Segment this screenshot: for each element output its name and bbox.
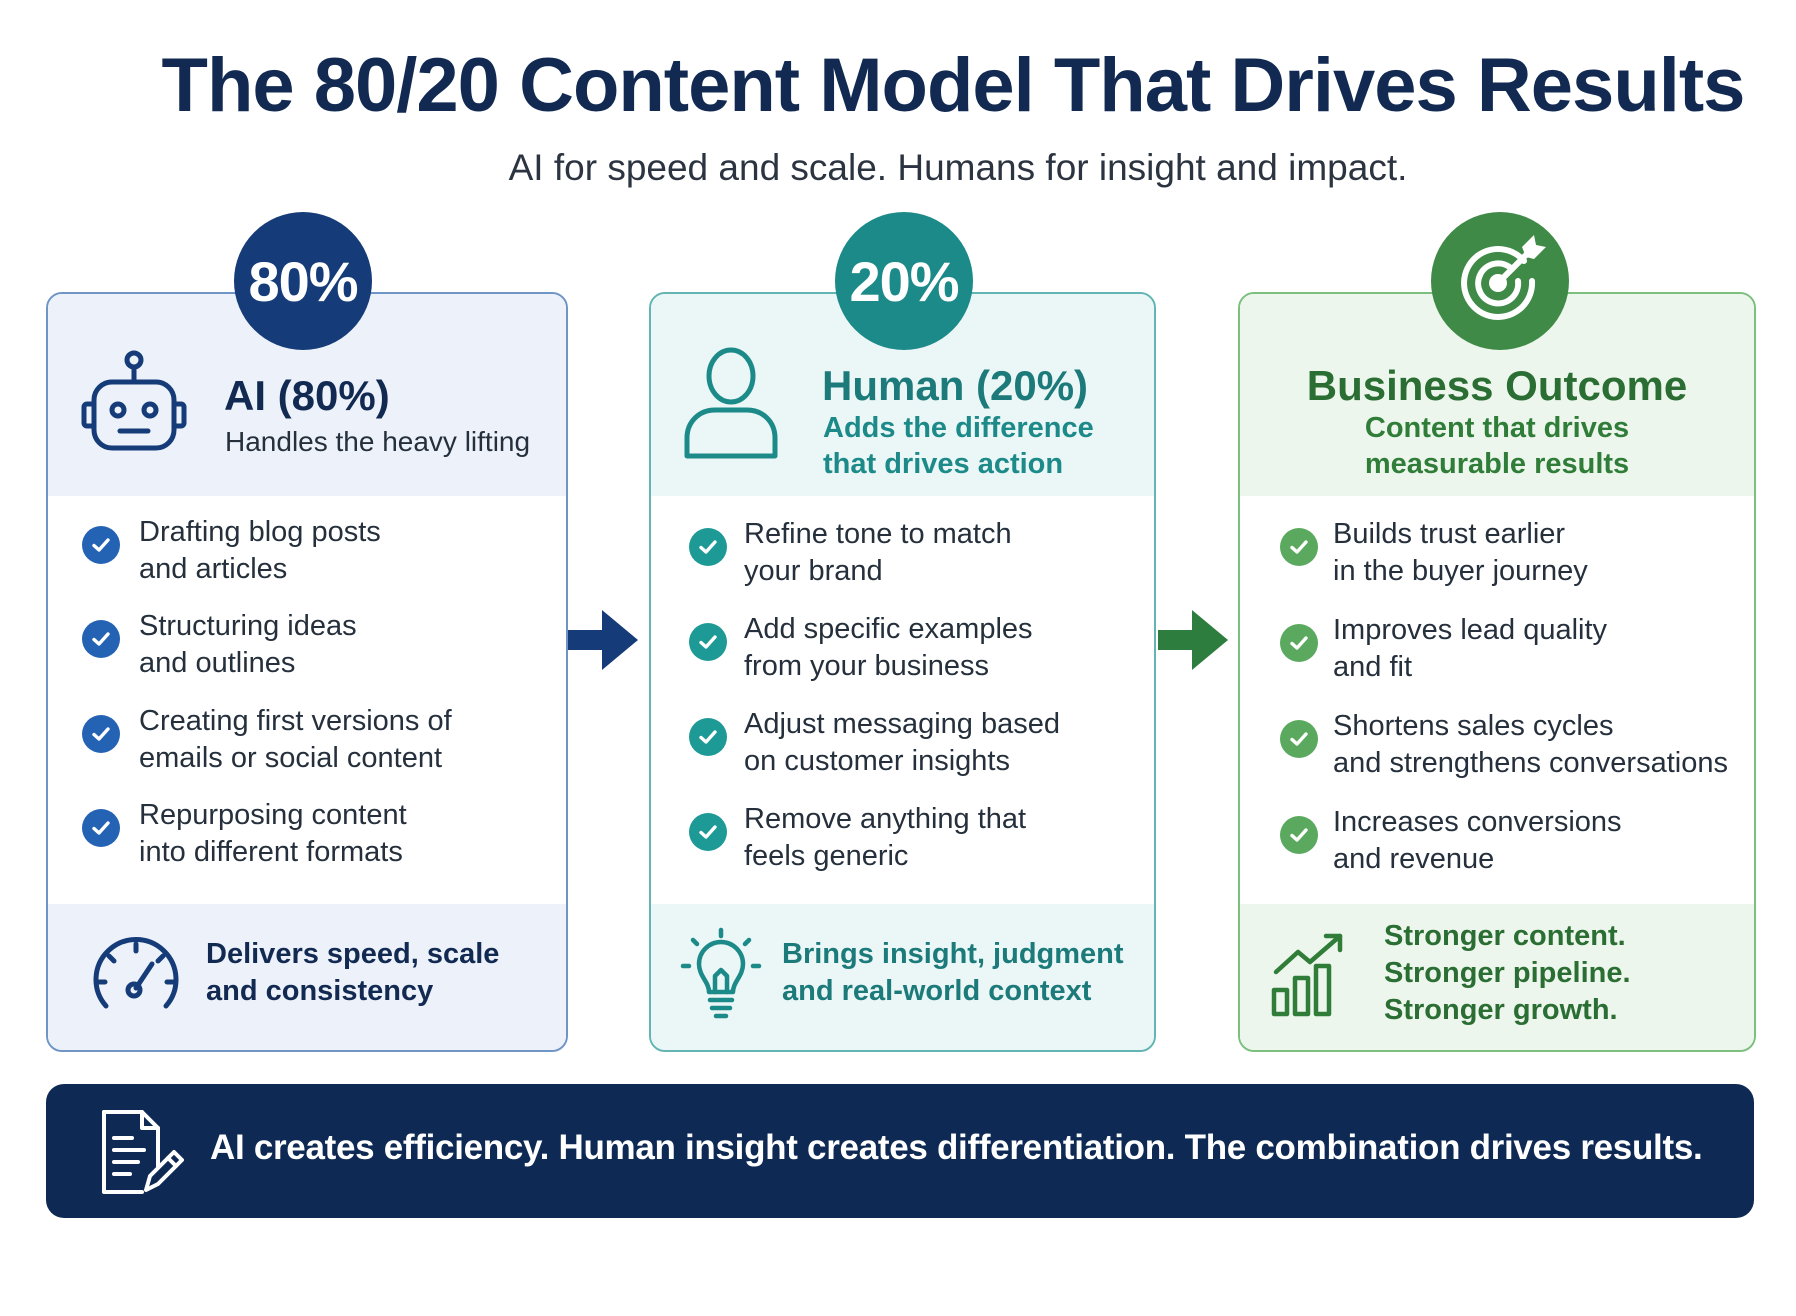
ai-percent-badge: 80% — [234, 212, 372, 350]
target-icon — [1461, 235, 1546, 320]
ai-card-subtitle: Handles the heavy lifting — [225, 426, 531, 457]
check-icon — [689, 718, 727, 756]
outcome-footer-text: Stronger content. Stronger pipeline. Stron… — [1384, 920, 1631, 1026]
human-card: Human (20%) Adds the difference that driv… — [649, 292, 1156, 1052]
human-percent-badge: 20% — [835, 212, 973, 350]
growth-chart-icon — [1271, 933, 1343, 1017]
human-card-subtitle: Adds the difference that drives action — [823, 412, 1094, 480]
check-icon — [82, 715, 120, 753]
page-title: The 80/20 Content Model That Drives Resu… — [161, 43, 1746, 128]
page-subtitle: AI for speed and scale. Humans for insig… — [508, 147, 1408, 188]
lightbulb-icon — [680, 927, 762, 1019]
check-icon — [82, 809, 120, 847]
outcome-card-footer: Stronger content. Stronger pipeline. Stron… — [1240, 904, 1754, 1050]
outcome-card-header: Business Outcome Content that drives meas… — [1240, 294, 1754, 496]
speedometer-icon — [93, 937, 179, 1009]
check-icon — [689, 623, 727, 661]
banner-text: AI creates efficiency. Human insight cre… — [210, 1128, 1703, 1167]
outcome-badge — [1431, 212, 1569, 350]
document-edit-icon — [102, 1110, 184, 1194]
arrow-right-icon — [568, 610, 638, 670]
check-icon — [1280, 720, 1318, 758]
check-icon — [1280, 816, 1318, 854]
check-icon — [82, 526, 120, 564]
ai-card-footer: Delivers speed, scale and consistency — [48, 904, 566, 1050]
check-icon — [689, 528, 727, 566]
robot-icon — [81, 350, 187, 451]
human-card-header: Human (20%) Adds the difference that driv… — [651, 294, 1154, 496]
human-card-title: Human (20%) — [822, 362, 1089, 409]
human-footer-text: Brings insight, judgment and real-world c… — [782, 938, 1124, 1007]
outcome-card-title: Business Outcome — [1306, 362, 1688, 409]
outcome-card: Business Outcome Content that drives meas… — [1238, 292, 1756, 1052]
arrow-right-icon — [1158, 610, 1228, 670]
check-icon — [1280, 624, 1318, 662]
ai-footer-text: Delivers speed, scale and consistency — [206, 938, 500, 1007]
ai-card: AI (80%) Handles the heavy lifting Draft… — [46, 292, 568, 1052]
summary-banner: AI creates efficiency. Human insight cre… — [46, 1084, 1754, 1218]
check-icon — [689, 813, 727, 851]
ai-card-title: AI (80%) — [224, 372, 390, 419]
check-icon — [1280, 528, 1318, 566]
person-icon — [684, 347, 778, 459]
human-card-footer: Brings insight, judgment and real-world c… — [651, 904, 1154, 1050]
outcome-card-subtitle: Content that drives measurable results — [1364, 412, 1630, 480]
check-icon — [82, 620, 120, 658]
